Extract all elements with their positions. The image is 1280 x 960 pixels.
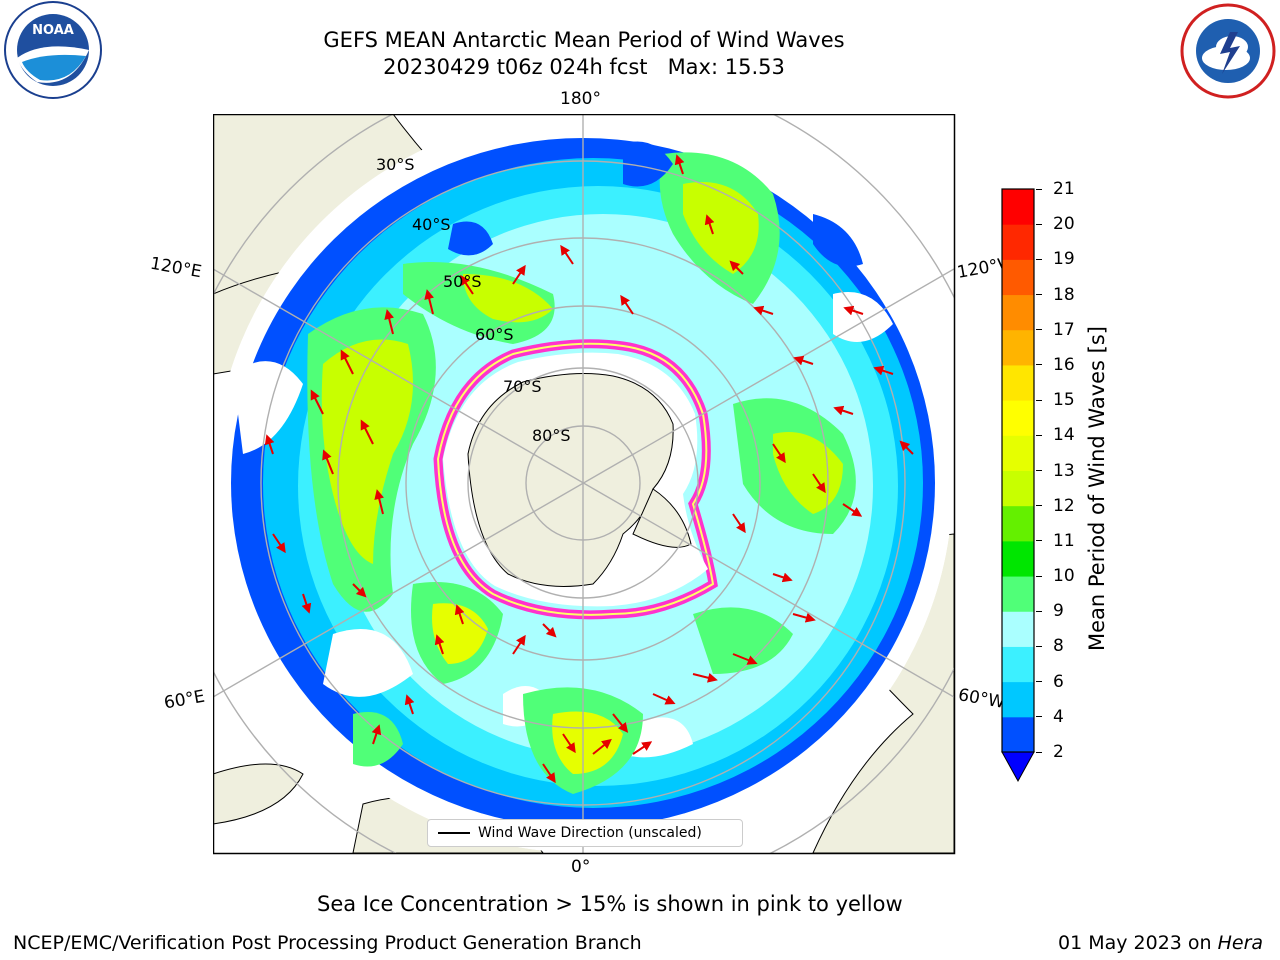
colorbar-segment xyxy=(1002,224,1034,260)
lat-label-70s: 70°S xyxy=(503,377,542,396)
colorbar-tick-label: 10 xyxy=(1053,566,1075,587)
colorbar-tick-label: 9 xyxy=(1053,601,1064,622)
colorbar-tick-mark xyxy=(1036,258,1042,260)
colorbar-tick-mark xyxy=(1036,434,1042,436)
colorbar-tick-mark xyxy=(1036,223,1042,225)
lat-label-40s: 40°S xyxy=(412,215,451,234)
colorbar-tick-mark xyxy=(1036,364,1042,366)
colorbar-segment xyxy=(1002,189,1034,225)
lat-label-30s: 30°S xyxy=(376,155,415,174)
lat-label-80s: 80°S xyxy=(532,426,571,445)
colorbar-tick-mark xyxy=(1036,645,1042,647)
lon-label-60e: 60°E xyxy=(162,686,207,714)
colorbar-tick-label: 11 xyxy=(1053,530,1075,551)
sea-ice-note: Sea Ice Concentration > 15% is shown in … xyxy=(317,892,903,916)
lon-label-180: 180° xyxy=(560,89,601,109)
colorbar-tick-label: 15 xyxy=(1053,390,1075,411)
colorbar-tick-mark xyxy=(1036,329,1042,331)
footer-date-text: 01 May 2023 on xyxy=(1058,932,1218,954)
colorbar-segment xyxy=(1002,470,1034,507)
footer-date: 01 May 2023 on Hera xyxy=(1058,932,1263,954)
colorbar-segment xyxy=(1002,294,1034,331)
nws-logo-icon xyxy=(1180,3,1276,99)
sea-ice-ring xyxy=(433,339,718,620)
colorbar-tick-mark xyxy=(1036,681,1042,683)
colorbar-segment xyxy=(1002,611,1034,647)
colorbar-tick-label: 19 xyxy=(1053,249,1075,270)
chart-title: GEFS MEAN Antarctic Mean Period of Wind … xyxy=(323,28,845,52)
noaa-logo-text: NOAA xyxy=(32,23,74,38)
colorbar-tick-label: 16 xyxy=(1053,354,1075,375)
colorbar-frame xyxy=(1001,188,1035,753)
colorbar-tick-label: 14 xyxy=(1053,425,1075,446)
colorbar-segment xyxy=(1002,681,1034,718)
footer-credit: NCEP/EMC/Verification Post Processing Pr… xyxy=(13,932,642,954)
colorbar-tick-label: 6 xyxy=(1053,671,1064,692)
colorbar-tick-mark xyxy=(1036,505,1042,507)
antarctica-land xyxy=(443,352,708,607)
lon-label-0: 0° xyxy=(571,857,591,877)
noaa-logo-icon: NOAA xyxy=(4,1,102,99)
colorbar-under-triangle xyxy=(1001,751,1035,783)
colorbar-tick-label: 12 xyxy=(1053,495,1075,516)
colorbar-tick-mark xyxy=(1036,470,1042,471)
colorbar-segment xyxy=(1002,435,1034,471)
colorbar-title: Mean Period of Wind Waves [s] xyxy=(1085,326,1109,651)
map-legend: Wind Wave Direction (unscaled) xyxy=(427,819,743,847)
antarctic-map: 30°S 40°S 50°S 60°S 70°S 80°S xyxy=(213,114,956,855)
footer-host: Hera xyxy=(1217,932,1264,954)
lat-label-60s: 60°S xyxy=(475,325,514,344)
colorbar-tick-mark xyxy=(1036,575,1042,577)
colorbar-segment xyxy=(1002,716,1034,753)
colorbar xyxy=(1001,188,1035,783)
colorbar-segment xyxy=(1002,505,1034,542)
colorbar-tick-label: 4 xyxy=(1053,706,1064,727)
colorbar-tick-mark xyxy=(1036,399,1042,401)
colorbar-tick-label: 8 xyxy=(1053,636,1064,657)
colorbar-segments xyxy=(1002,189,1034,753)
colorbar-segment xyxy=(1002,400,1034,436)
colorbar-tick-label: 17 xyxy=(1053,319,1075,340)
lon-label-60w: 60°W xyxy=(956,685,1007,713)
colorbar-tick-label: 21 xyxy=(1053,179,1075,199)
colorbar-segment xyxy=(1002,646,1034,683)
graticule xyxy=(213,114,954,853)
legend-label: Wind Wave Direction (unscaled) xyxy=(478,825,702,841)
colorbar-tick-mark xyxy=(1036,716,1042,718)
lat-label-50s: 50°S xyxy=(443,272,482,291)
colorbar-tick-mark xyxy=(1036,751,1042,753)
colorbar-segment xyxy=(1002,576,1034,612)
colorbar-segment xyxy=(1002,364,1034,401)
colorbar-tick-label: 13 xyxy=(1053,460,1075,481)
legend-line-swatch xyxy=(438,832,470,834)
colorbar-tick-mark xyxy=(1036,188,1042,190)
colorbar-tick-mark xyxy=(1036,540,1042,542)
colorbar-tick-label: 2 xyxy=(1053,742,1064,762)
colorbar-tick-label: 18 xyxy=(1053,284,1075,305)
colorbar-segment xyxy=(1002,259,1034,296)
chart-subtitle: 20230429 t06z 024h fcst Max: 15.53 xyxy=(383,55,785,79)
colorbar-segment xyxy=(1002,329,1034,366)
wind-wave-arrows xyxy=(264,154,914,784)
colorbar-tick-label: 20 xyxy=(1053,214,1075,235)
colorbar-tick-mark xyxy=(1036,610,1042,612)
lon-label-120e: 120°E xyxy=(148,253,204,283)
colorbar-segment xyxy=(1002,540,1034,577)
colorbar-tick-mark xyxy=(1036,294,1042,296)
